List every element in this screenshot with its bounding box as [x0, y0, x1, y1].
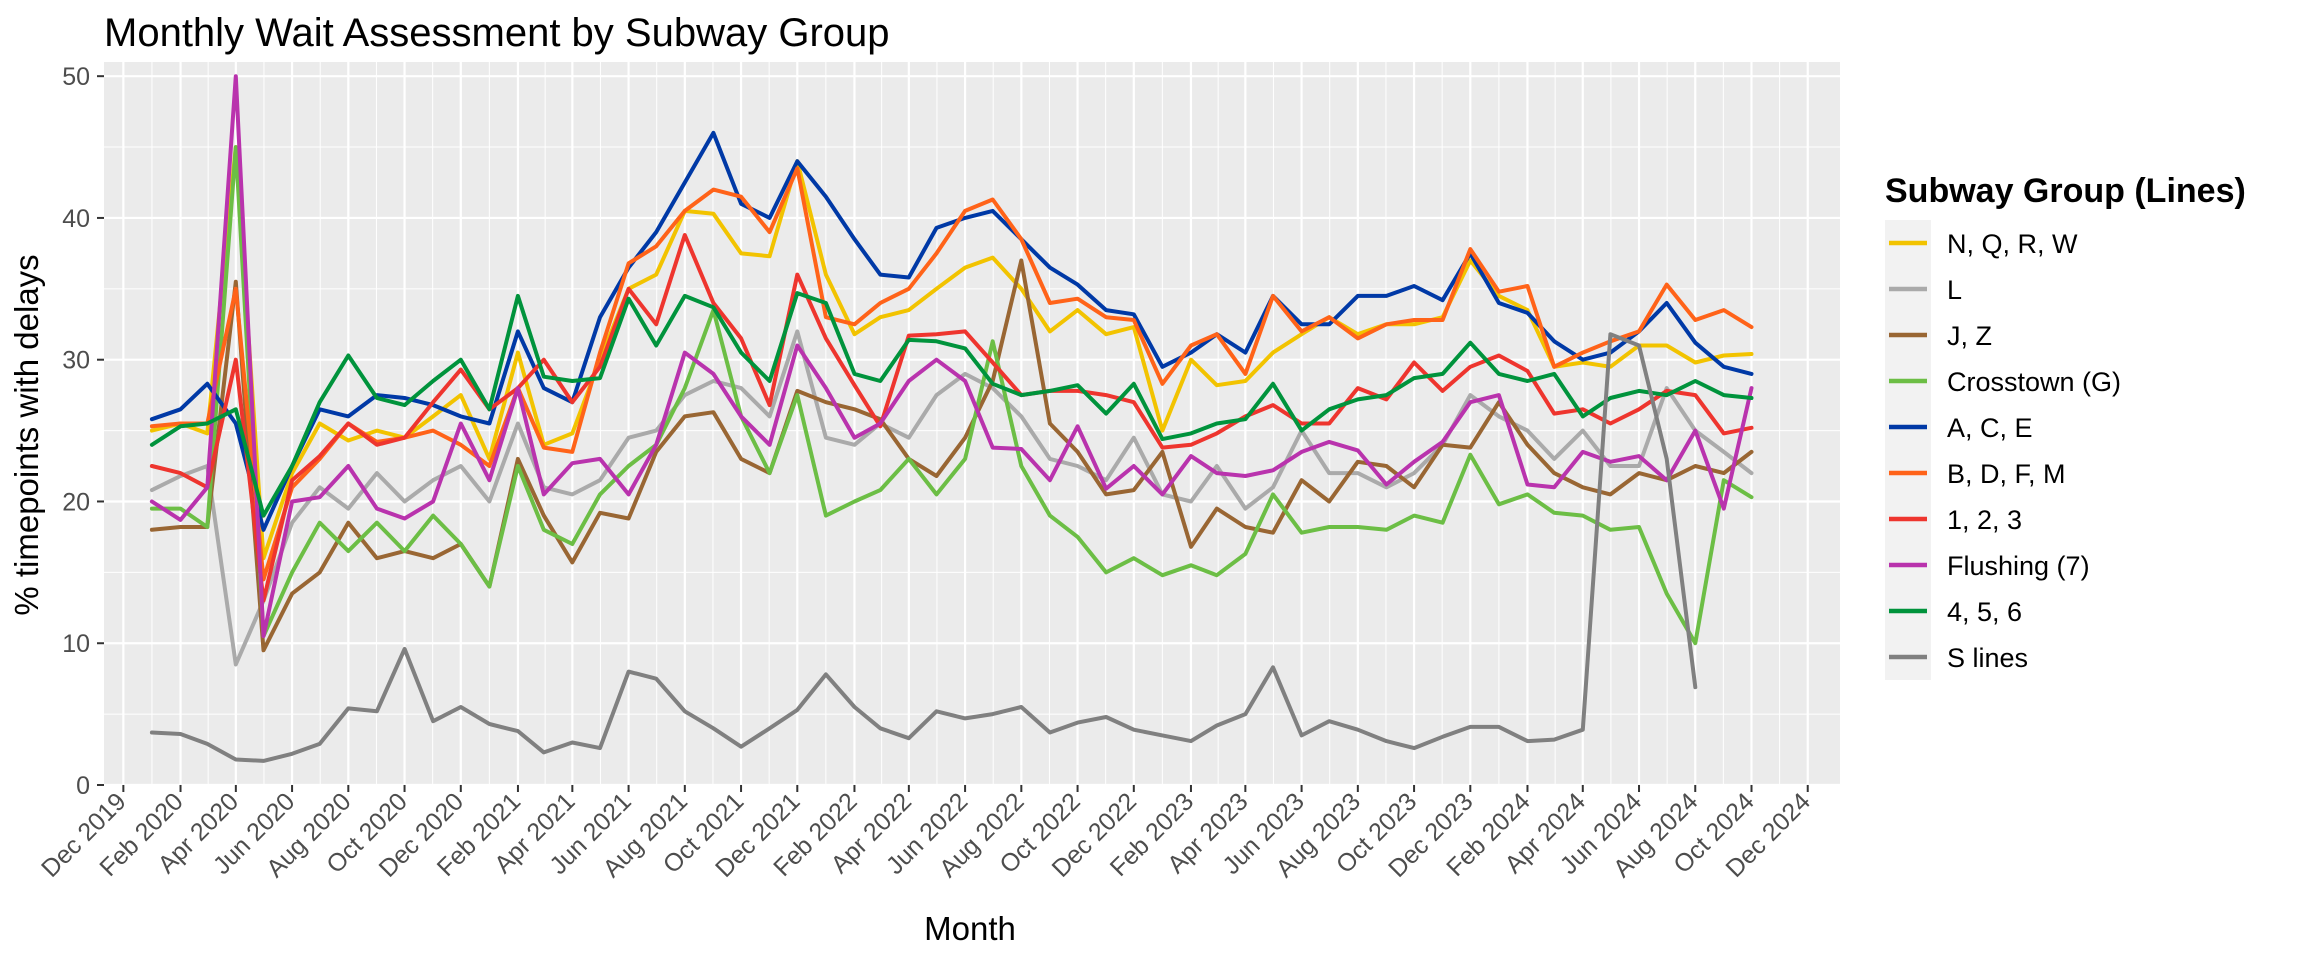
- legend-label-s-lines: S lines: [1947, 643, 2028, 673]
- y-tick-label: 30: [62, 347, 90, 375]
- legend-label-n-q-r-w: N, Q, R, W: [1947, 229, 2078, 259]
- legend-label-flushing-7: Flushing (7): [1947, 551, 2090, 581]
- series-line-flushing-7: [149, 74, 1754, 639]
- series-line-a-c-e: [149, 130, 1754, 532]
- legend-key-background: [1885, 220, 1931, 680]
- y-tick-label: 10: [62, 630, 90, 658]
- y-tick-label: 20: [62, 488, 90, 516]
- y-tick-label: 0: [76, 772, 90, 800]
- legend-label-1-2-3: 1, 2, 3: [1947, 505, 2022, 535]
- x-axis-title: Month: [924, 910, 1016, 947]
- legend-label-j-z: J, Z: [1947, 321, 1992, 351]
- legend-label-crosstown-g: Crosstown (G): [1947, 367, 2121, 397]
- legend-label-b-d-f-m: B, D, F, M: [1947, 459, 2066, 489]
- legend-label-a-c-e: A, C, E: [1947, 413, 2033, 443]
- series-line-l: [149, 329, 1754, 667]
- chart-title: Monthly Wait Assessment by Subway Group: [104, 11, 890, 55]
- y-tick-label: 40: [62, 205, 90, 233]
- series-line-s-lines: [149, 332, 1698, 763]
- legend: Subway Group (Lines) N, Q, R, W L J, Z Cros…: [1885, 172, 2246, 680]
- legend-label-4-5-6: 4, 5, 6: [1947, 597, 2022, 627]
- legend-items: N, Q, R, W L J, Z Crosstown (G) A, C, E B, D,…: [1889, 229, 2121, 673]
- legend-title: Subway Group (Lines): [1885, 172, 2246, 210]
- y-axis-title: % timepoints with delays: [8, 254, 45, 615]
- series-line-b-d-f-m: [149, 166, 1754, 582]
- legend-label-l: L: [1947, 275, 1962, 305]
- y-tick-label: 50: [62, 63, 90, 91]
- series-line-crosstown-g: [149, 145, 1754, 646]
- y-axis: 0 10 20 30 40 50: [62, 63, 104, 800]
- series-lines: [149, 74, 1754, 763]
- series-line-4-5-6: [149, 291, 1754, 518]
- series-line-j-z: [149, 258, 1754, 653]
